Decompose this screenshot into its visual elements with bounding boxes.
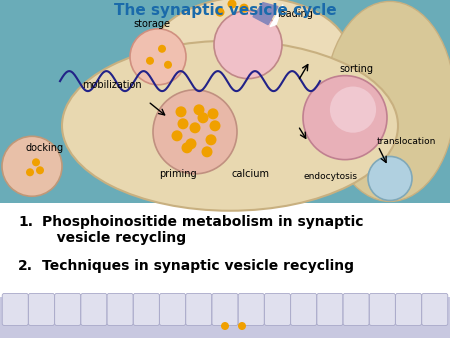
- Text: docking: docking: [26, 143, 64, 153]
- Circle shape: [214, 10, 282, 79]
- Text: translocation: translocation: [376, 138, 436, 146]
- FancyBboxPatch shape: [212, 293, 238, 325]
- Circle shape: [202, 146, 212, 157]
- FancyBboxPatch shape: [28, 293, 54, 325]
- Ellipse shape: [150, 0, 350, 117]
- Circle shape: [36, 166, 44, 174]
- FancyBboxPatch shape: [133, 293, 159, 325]
- Circle shape: [32, 158, 40, 166]
- FancyBboxPatch shape: [2, 293, 28, 325]
- Circle shape: [185, 138, 197, 149]
- Circle shape: [194, 104, 204, 115]
- Circle shape: [181, 142, 193, 153]
- FancyBboxPatch shape: [81, 293, 107, 325]
- FancyBboxPatch shape: [54, 293, 81, 325]
- Circle shape: [206, 134, 216, 145]
- Text: loading: loading: [277, 9, 313, 19]
- Text: The synaptic vesicle cycle: The synaptic vesicle cycle: [114, 3, 336, 18]
- Circle shape: [164, 61, 172, 69]
- Circle shape: [303, 76, 387, 160]
- Text: Phosphoinositide metabolism in synaptic
   vesicle recycling: Phosphoinositide metabolism in synaptic …: [42, 215, 364, 245]
- Circle shape: [368, 156, 412, 200]
- Bar: [0, 0, 450, 203]
- Circle shape: [146, 57, 154, 65]
- Text: 1.: 1.: [18, 215, 33, 229]
- Circle shape: [238, 322, 246, 330]
- Polygon shape: [270, 5, 283, 27]
- Circle shape: [189, 122, 201, 133]
- Circle shape: [239, 4, 248, 13]
- FancyBboxPatch shape: [238, 293, 264, 325]
- Polygon shape: [253, 3, 278, 25]
- Bar: [0, 203, 450, 297]
- FancyBboxPatch shape: [291, 293, 317, 325]
- Text: Techniques in synaptic vesicle recycling: Techniques in synaptic vesicle recycling: [42, 259, 354, 273]
- Text: calcium: calcium: [231, 169, 269, 179]
- FancyBboxPatch shape: [343, 293, 369, 325]
- FancyBboxPatch shape: [369, 293, 396, 325]
- Bar: [0, 297, 450, 338]
- Circle shape: [153, 90, 237, 174]
- FancyBboxPatch shape: [396, 293, 422, 325]
- Ellipse shape: [325, 1, 450, 201]
- Circle shape: [171, 130, 183, 141]
- Circle shape: [228, 0, 237, 8]
- Circle shape: [210, 120, 220, 131]
- Text: mobilization: mobilization: [82, 80, 142, 90]
- Circle shape: [221, 322, 229, 330]
- Text: storage: storage: [134, 19, 171, 29]
- Circle shape: [158, 45, 166, 53]
- FancyBboxPatch shape: [186, 293, 212, 325]
- Ellipse shape: [62, 41, 398, 211]
- FancyBboxPatch shape: [422, 293, 448, 325]
- Circle shape: [176, 106, 186, 117]
- Circle shape: [216, 8, 225, 17]
- Circle shape: [26, 168, 34, 176]
- Text: endocytosis: endocytosis: [303, 172, 357, 181]
- FancyBboxPatch shape: [317, 293, 343, 325]
- Text: 2.: 2.: [18, 259, 33, 273]
- Circle shape: [130, 29, 186, 85]
- FancyBboxPatch shape: [265, 293, 290, 325]
- Circle shape: [198, 112, 208, 123]
- Circle shape: [177, 118, 189, 129]
- Circle shape: [2, 136, 62, 196]
- FancyBboxPatch shape: [107, 293, 133, 325]
- Text: priming: priming: [159, 169, 197, 179]
- FancyBboxPatch shape: [160, 293, 185, 325]
- Circle shape: [207, 108, 219, 119]
- Text: sorting: sorting: [339, 64, 373, 74]
- Circle shape: [330, 87, 376, 133]
